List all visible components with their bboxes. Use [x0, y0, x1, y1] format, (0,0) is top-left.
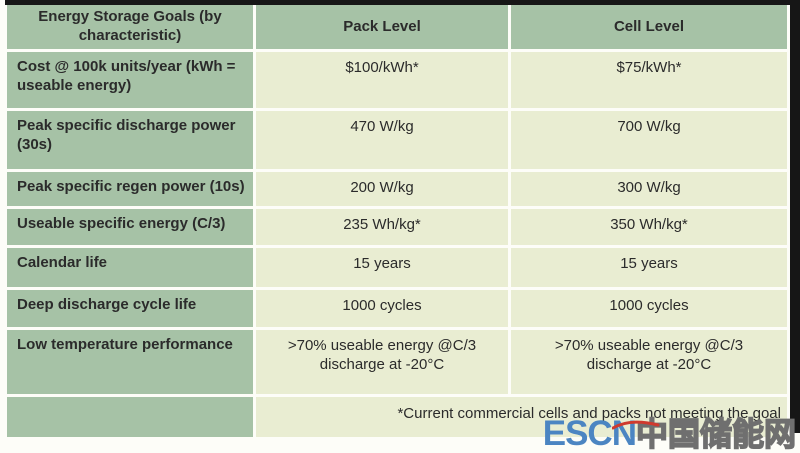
watermark-escn-text: ESCN — [542, 414, 637, 453]
useable-energy-pack-value: 235 Wh/kg* — [256, 209, 508, 245]
row-label-cost: Cost @ 100k units/year (kWh = useable en… — [7, 52, 253, 108]
footnote-row: *Current commercial cells and packs not … — [7, 397, 787, 437]
escn-watermark: ESCN中国储能网 — [542, 414, 797, 453]
table-row: Calendar life 15 years 15 years — [7, 248, 787, 287]
row-label-low-temperature-performance: Low temperature performance — [7, 330, 253, 394]
footnote-empty-cell — [7, 397, 253, 437]
row-label-peak-regen-power: Peak specific regen power (10s) — [7, 172, 253, 206]
calendar-life-pack-value: 15 years — [256, 248, 508, 287]
header-pack-level: Pack Level — [256, 5, 508, 49]
table-header-row: Energy Storage Goals (by characteristic)… — [7, 5, 787, 49]
peak-discharge-pack-value: 470 W/kg — [256, 111, 508, 169]
table-row: Cost @ 100k units/year (kWh = useable en… — [7, 52, 787, 108]
table-row: Peak specific regen power (10s) 200 W/kg… — [7, 172, 787, 206]
cycle-life-cell-value: 1000 cycles — [511, 290, 787, 327]
slide-right-edge — [790, 0, 800, 433]
table-row: Useable specific energy (C/3) 235 Wh/kg*… — [7, 209, 787, 245]
low-temp-pack-value: >70% useable energy @C/3 discharge at -2… — [256, 330, 508, 394]
energy-storage-goals-table: Energy Storage Goals (by characteristic)… — [4, 2, 790, 440]
watermark-chinese-text: 中国储能网 — [635, 416, 797, 452]
table-row: Peak specific discharge power (30s) 470 … — [7, 111, 787, 169]
row-label-deep-discharge-cycle-life: Deep discharge cycle life — [7, 290, 253, 327]
peak-regen-cell-value: 300 W/kg — [511, 172, 787, 206]
useable-energy-cell-value: 350 Wh/kg* — [511, 209, 787, 245]
peak-regen-pack-value: 200 W/kg — [256, 172, 508, 206]
low-temp-cell-value: >70% useable energy @C/3 discharge at -2… — [511, 330, 787, 394]
table-row: Low temperature performance >70% useable… — [7, 330, 787, 394]
watermark-red-swoosh-icon — [612, 420, 660, 430]
row-label-peak-discharge-power: Peak specific discharge power (30s) — [7, 111, 253, 169]
cycle-life-pack-value: 1000 cycles — [256, 290, 508, 327]
peak-discharge-cell-value: 700 W/kg — [511, 111, 787, 169]
table-row: Deep discharge cycle life 1000 cycles 10… — [7, 290, 787, 327]
row-label-calendar-life: Calendar life — [7, 248, 253, 287]
footnote-text: *Current commercial cells and packs not … — [256, 397, 787, 437]
slide-top-edge — [5, 0, 800, 5]
cost-pack-value: $100/kWh* — [256, 52, 508, 108]
header-characteristic: Energy Storage Goals (by characteristic) — [7, 5, 253, 49]
calendar-life-cell-value: 15 years — [511, 248, 787, 287]
cost-cell-value: $75/kWh* — [511, 52, 787, 108]
row-label-useable-specific-energy: Useable specific energy (C/3) — [7, 209, 253, 245]
header-cell-level: Cell Level — [511, 5, 787, 49]
